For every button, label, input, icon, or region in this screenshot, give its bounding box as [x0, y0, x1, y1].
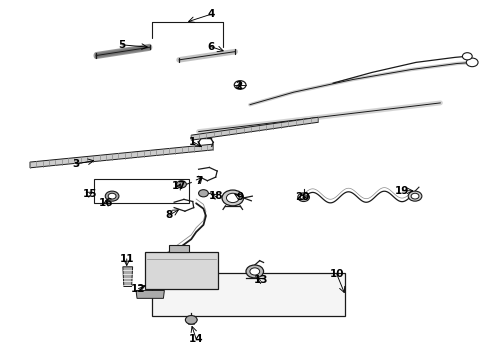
Polygon shape	[191, 117, 318, 140]
Text: 15: 15	[82, 189, 97, 199]
Text: 6: 6	[207, 42, 215, 51]
Circle shape	[222, 190, 244, 206]
Polygon shape	[136, 291, 164, 298]
Text: 17: 17	[172, 181, 186, 192]
Text: 11: 11	[120, 254, 134, 264]
Text: 12: 12	[131, 284, 146, 294]
Circle shape	[463, 53, 472, 60]
Circle shape	[198, 190, 208, 197]
Circle shape	[300, 195, 307, 200]
Text: 9: 9	[237, 192, 244, 202]
Circle shape	[408, 191, 422, 201]
Circle shape	[105, 191, 119, 201]
Bar	[145, 252, 218, 289]
Text: 2: 2	[236, 81, 243, 91]
Circle shape	[411, 193, 419, 199]
Circle shape	[246, 265, 264, 278]
Polygon shape	[30, 144, 213, 168]
Circle shape	[466, 58, 478, 67]
Polygon shape	[123, 267, 133, 287]
Circle shape	[185, 316, 197, 324]
Circle shape	[226, 193, 239, 203]
Text: 1: 1	[189, 137, 196, 147]
Circle shape	[108, 193, 116, 199]
Text: 13: 13	[253, 275, 268, 285]
Circle shape	[298, 193, 310, 202]
Text: 7: 7	[195, 176, 202, 186]
Text: 14: 14	[189, 334, 203, 344]
Circle shape	[176, 181, 186, 188]
Text: 20: 20	[295, 192, 310, 202]
Text: 5: 5	[118, 40, 125, 50]
Text: 18: 18	[208, 192, 223, 202]
Bar	[169, 245, 189, 252]
Text: 10: 10	[330, 269, 344, 279]
Bar	[94, 179, 189, 203]
Text: 3: 3	[73, 159, 80, 169]
Text: 8: 8	[166, 210, 173, 220]
Text: 16: 16	[98, 198, 113, 208]
Bar	[152, 273, 345, 316]
Text: 4: 4	[207, 9, 215, 19]
Text: 19: 19	[395, 186, 410, 196]
Circle shape	[250, 268, 260, 275]
